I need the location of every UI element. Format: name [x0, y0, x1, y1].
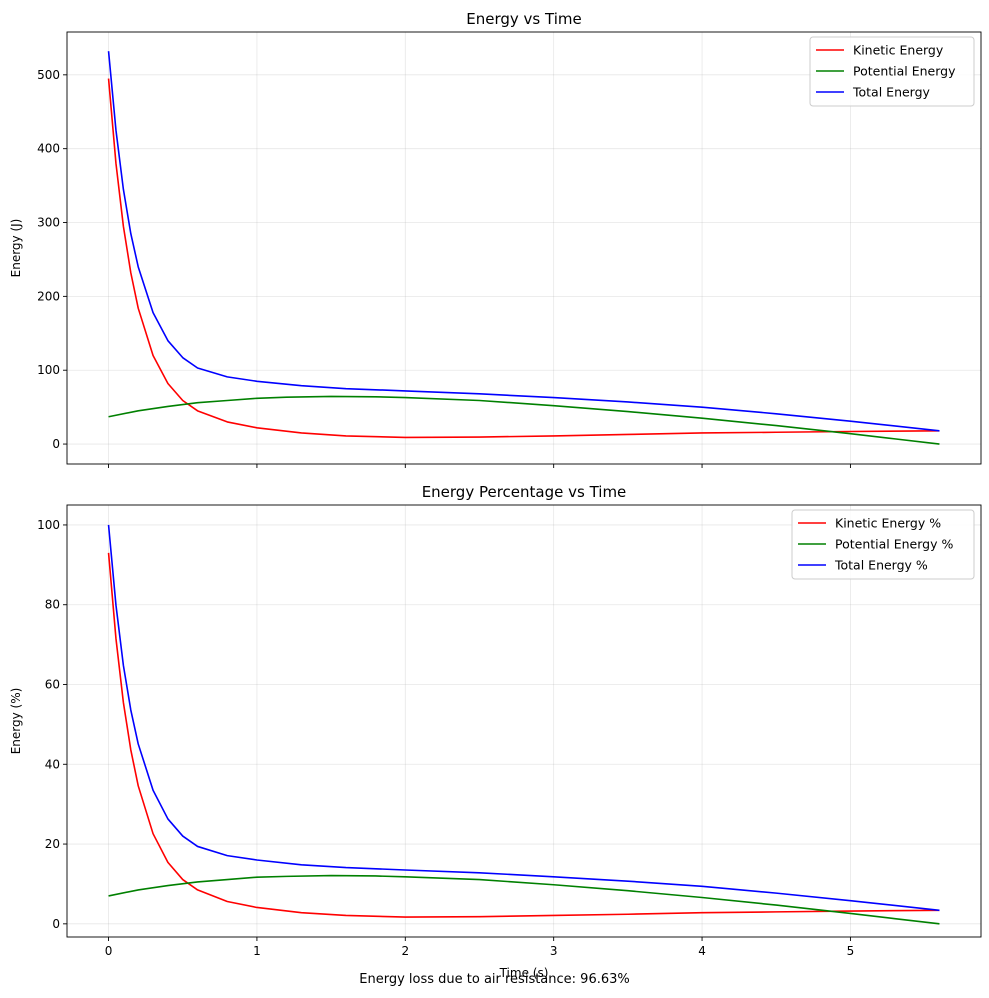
panel2-axes-frame — [66, 504, 982, 938]
panel1-series-line-1 — [107, 78, 940, 439]
panel1-legend-box — [809, 36, 975, 107]
panel1-legend-label-1: Kinetic Energy — [853, 43, 944, 58]
panel1-y-axis-label: Energy (J) — [9, 219, 23, 278]
panel1-y-tick-label: 500 — [37, 68, 60, 82]
panel2-y-axis-label: Energy (%) — [9, 688, 23, 755]
panel2-x-axis-label: Time (s) — [499, 966, 549, 980]
panel2-y-tick-label: 0 — [52, 917, 60, 931]
panel1-legend: Kinetic Energy Potential Energy Total Ener… — [809, 36, 975, 107]
panel1-y-tick-label: 400 — [37, 142, 60, 156]
energy-loss-note: Energy loss due to air resistance: 96.63… — [359, 972, 630, 987]
panel2-y-tick-label: 80 — [45, 598, 60, 612]
panel2-legend-label-2: Potential Energy % — [835, 537, 953, 552]
panel1-legend-label-2: Potential Energy — [853, 64, 956, 79]
panel1-series-line-3 — [107, 51, 940, 432]
panel2-x-tick-label: 1 — [253, 944, 261, 958]
panel2-legend: Kinetic Energy % Potential Energy % Total … — [791, 509, 975, 580]
panel2-title: Energy Percentage vs Time — [422, 483, 627, 501]
panel1-legend-label-3: Total Energy — [852, 85, 931, 100]
panel1-y-tick-label: 300 — [37, 216, 60, 230]
panel1-y-tick-label: 100 — [37, 363, 60, 377]
panel1-title: Energy vs Time — [466, 10, 581, 28]
panel2-x-tick-label: 2 — [401, 944, 409, 958]
panel2-x-tick-label: 3 — [550, 944, 558, 958]
panel2-series-line-1 — [107, 552, 940, 918]
panel2-legend-box — [791, 509, 975, 580]
panel2-legend-label-1: Kinetic Energy % — [835, 516, 941, 531]
panel2-y-tick-label: 60 — [45, 678, 60, 692]
panel1-y-tick-label: 200 — [37, 289, 60, 303]
panel2-series-line-3 — [107, 524, 940, 912]
panel2-y-tick-label: 40 — [45, 757, 60, 771]
panel2-x-tick-label: 5 — [847, 944, 855, 958]
panel2-y-tick-label: 20 — [45, 837, 60, 851]
panel1-series-line-2 — [108, 395, 940, 445]
panel1-chart: 0 100 200 300 400 500 Energy vs Time Energy (J)… — [9, 10, 982, 468]
panel1-axes-frame — [66, 31, 982, 465]
panel2-chart: 0 1 2 3 4 5 0 20 40 60 80 100 Energy Percentage vs T… — [9, 483, 982, 980]
panel2-x-tick-label: 4 — [698, 944, 706, 958]
panel2-y-tick-label: 100 — [37, 518, 60, 532]
panel2-series-line-2 — [108, 874, 940, 925]
panel2-legend-label-3: Total Energy % — [834, 558, 928, 573]
panel1-y-tick-label: 0 — [52, 437, 60, 451]
panel2-x-tick-label: 0 — [105, 944, 113, 958]
